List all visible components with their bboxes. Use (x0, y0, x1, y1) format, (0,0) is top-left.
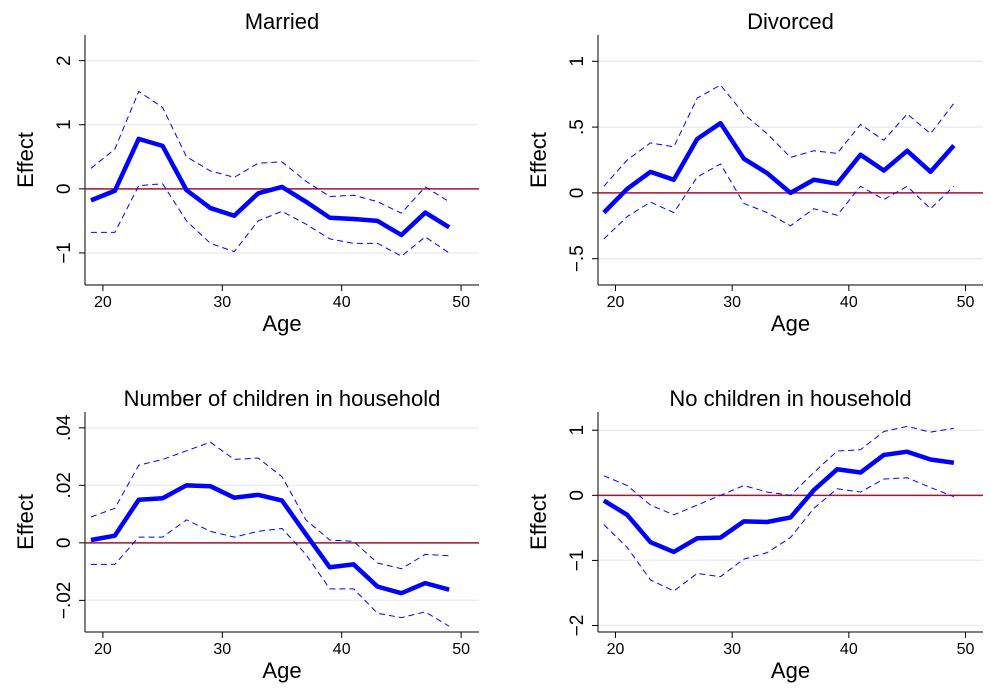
y-tick-label: 1 (567, 425, 588, 436)
confidence-line (90, 441, 450, 570)
panel-title: No children in household (669, 386, 911, 411)
y-tick-label: 0 (54, 184, 75, 195)
effect-line (90, 136, 451, 238)
confidence-line (603, 84, 955, 187)
y-tick-label: .04 (54, 414, 75, 441)
x-tick-label: 50 (452, 641, 470, 658)
x-tick-label: 50 (452, 294, 470, 311)
y-tick-label: 0 (567, 490, 588, 501)
y-tick-label: 0 (54, 538, 75, 549)
panel-title: Divorced (747, 9, 834, 34)
x-axis-title: Age (262, 658, 301, 683)
x-tick-label: 30 (213, 294, 231, 311)
effect-line (602, 120, 956, 215)
y-tick-label: −.5 (567, 245, 588, 272)
x-tick-label: 40 (333, 641, 351, 658)
x-tick-label: 40 (840, 294, 858, 311)
confidence-line (90, 90, 450, 214)
x-tick-label: 50 (957, 641, 975, 658)
x-tick-label: 30 (723, 641, 741, 658)
effect-line (602, 449, 955, 555)
x-axis-title: Age (771, 311, 810, 336)
y-tick-label: 1 (54, 119, 75, 130)
x-tick-label: 20 (607, 641, 625, 658)
x-tick-label: 20 (94, 641, 112, 658)
y-tick-label: −.02 (54, 582, 75, 620)
y-tick-label: −2 (567, 615, 588, 637)
y-axis-title: Effect (526, 494, 551, 550)
confidence-line (603, 163, 955, 240)
y-tick-label: −1 (567, 550, 588, 572)
x-axis-title: Age (771, 658, 810, 683)
y-tick-label: .5 (567, 119, 588, 135)
x-tick-label: 20 (94, 294, 112, 311)
y-tick-label: .02 (54, 472, 75, 498)
y-tick-label: 1 (567, 56, 588, 67)
panel-title: Number of children in household (124, 386, 441, 411)
x-axis-title: Age (262, 311, 301, 336)
x-tick-label: 40 (333, 294, 351, 311)
x-tick-label: 50 (957, 294, 975, 311)
x-tick-label: 30 (213, 641, 231, 658)
effect-line (90, 483, 450, 596)
y-tick-label: 2 (54, 55, 75, 66)
x-tick-label: 30 (723, 294, 741, 311)
confidence-line (603, 425, 954, 516)
y-tick-label: 0 (567, 188, 588, 199)
y-axis-title: Effect (13, 494, 38, 550)
confidence-line (603, 477, 955, 592)
panel-title: Married (245, 9, 320, 34)
y-tick-label: −1 (54, 242, 75, 264)
confidence-line (90, 519, 450, 627)
x-tick-label: 20 (607, 294, 625, 311)
x-tick-label: 40 (840, 641, 858, 658)
y-axis-title: Effect (526, 132, 551, 188)
confidence-line (90, 183, 450, 257)
y-axis-title: Effect (13, 132, 38, 188)
